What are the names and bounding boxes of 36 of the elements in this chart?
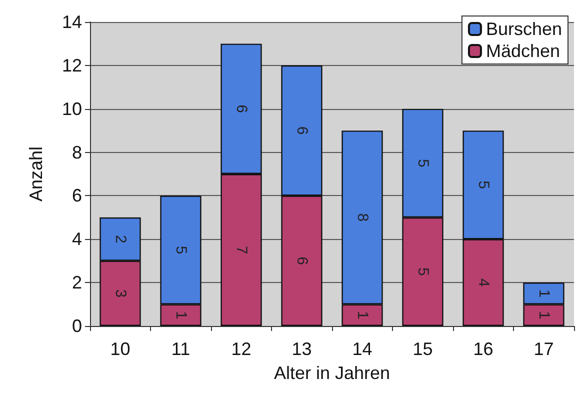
data-label: 6 [232, 104, 250, 114]
x-tick-label: 14 [352, 339, 372, 359]
data-label: 5 [414, 158, 432, 168]
data-label: 5 [172, 246, 190, 254]
data-label: 1 [172, 310, 190, 320]
y-tick-label: 6 [72, 186, 82, 206]
y-tick-label: 0 [72, 316, 82, 336]
data-label: 4 [474, 278, 492, 287]
data-label: 1 [535, 289, 552, 298]
y-tick-label: 8 [72, 142, 82, 162]
data-label: 7 [232, 246, 250, 254]
data-label: 5 [414, 268, 432, 276]
x-tick-label: 12 [231, 339, 252, 359]
y-tick-label: 10 [62, 98, 82, 119]
y-tick-label: 14 [62, 12, 82, 32]
x-tick-label: 11 [171, 339, 190, 359]
data-label: 1 [354, 310, 371, 320]
x-tick-label: 10 [110, 339, 130, 359]
y-axis-title: Anzahl [26, 146, 46, 202]
x-tick-label: 17 [534, 339, 554, 359]
y-tick-label: 12 [62, 55, 82, 76]
data-label: 8 [354, 213, 371, 222]
y-tick-label: 2 [72, 272, 82, 293]
legend-label: Burschen [486, 19, 562, 39]
data-label: 6 [293, 126, 310, 135]
legend-label: Mädchen [486, 41, 560, 61]
data-label: 1 [535, 310, 552, 320]
x-tick-label: 15 [412, 339, 433, 359]
data-label: 3 [112, 289, 129, 298]
x-axis-title: Alter in Jahren [274, 363, 390, 383]
data-label: 2 [112, 234, 129, 244]
data-label: 5 [474, 180, 492, 190]
y-tick-label: 4 [72, 229, 82, 250]
data-label: 6 [293, 256, 310, 266]
x-tick-label: 16 [473, 339, 494, 359]
x-tick-label: 13 [292, 339, 312, 359]
